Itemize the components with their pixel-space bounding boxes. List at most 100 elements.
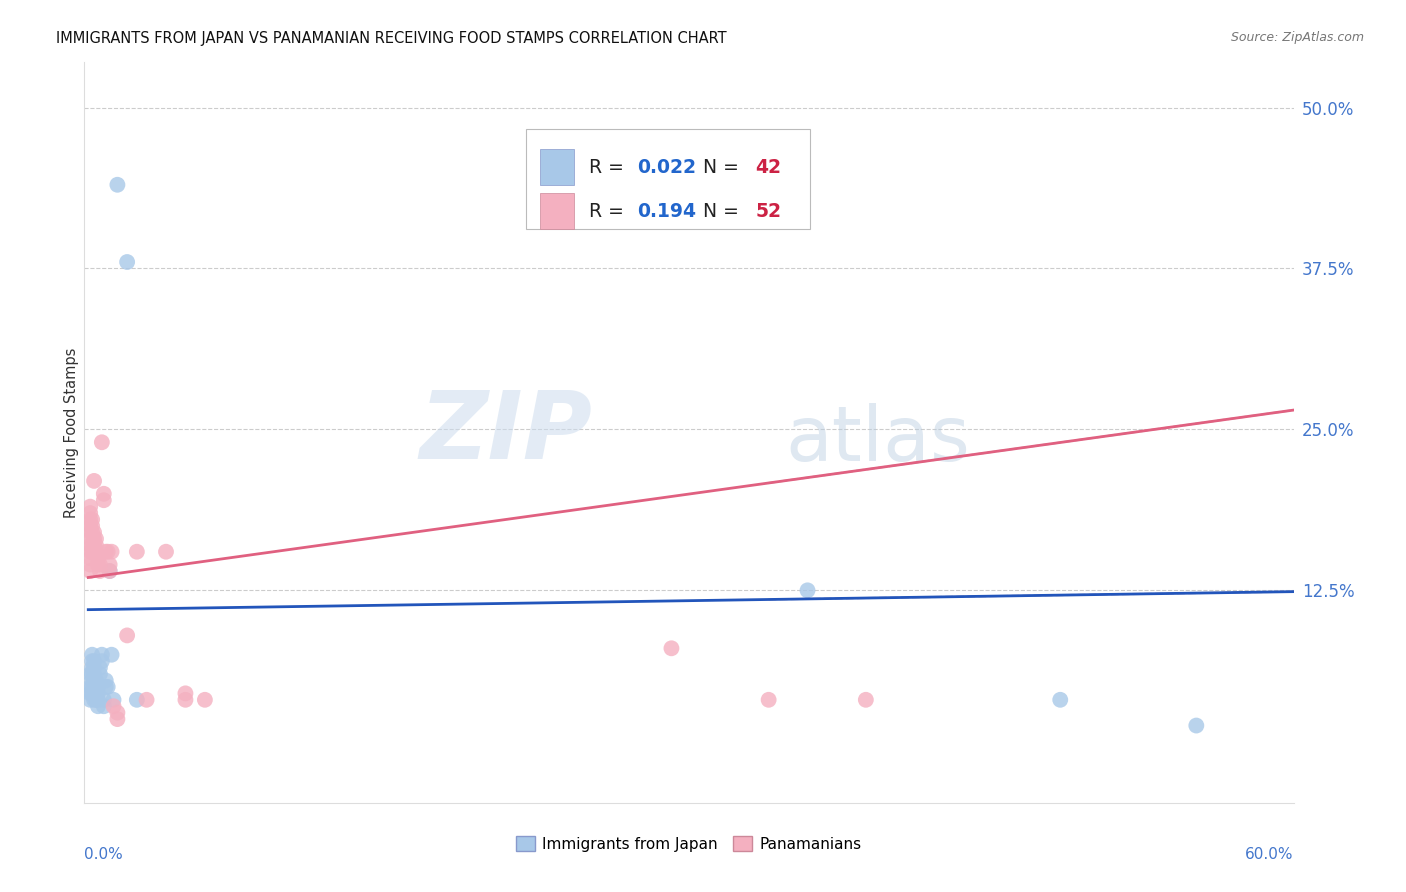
Text: R =: R = xyxy=(589,158,630,177)
Point xyxy=(83,693,105,707)
Point xyxy=(194,693,217,707)
Point xyxy=(79,532,101,546)
Point xyxy=(83,538,105,552)
Point xyxy=(174,686,197,700)
Point xyxy=(79,686,101,700)
Point xyxy=(82,660,104,674)
Point xyxy=(125,545,148,559)
Point xyxy=(89,558,111,572)
Point xyxy=(82,648,104,662)
Point xyxy=(79,538,101,552)
Point xyxy=(79,500,101,514)
Point xyxy=(79,519,101,533)
Point xyxy=(90,654,112,668)
Text: R =: R = xyxy=(589,202,630,220)
Point xyxy=(83,474,105,488)
Point xyxy=(98,558,121,572)
Point xyxy=(90,648,112,662)
Point xyxy=(89,667,111,681)
Point xyxy=(93,493,115,508)
Point xyxy=(103,699,125,714)
Text: Source: ZipAtlas.com: Source: ZipAtlas.com xyxy=(1230,31,1364,45)
Bar xyxy=(540,149,574,185)
FancyBboxPatch shape xyxy=(526,129,810,229)
Point xyxy=(83,525,105,540)
Point xyxy=(174,693,197,707)
Point xyxy=(94,673,117,688)
Point xyxy=(79,564,101,578)
Text: 0.194: 0.194 xyxy=(637,202,696,220)
Point xyxy=(79,693,101,707)
Point xyxy=(98,564,121,578)
Point xyxy=(100,545,122,559)
Point xyxy=(83,680,105,694)
Point xyxy=(87,686,110,700)
Text: N =: N = xyxy=(692,158,745,177)
Point xyxy=(82,654,104,668)
Point xyxy=(83,660,105,674)
Point xyxy=(84,680,107,694)
Point xyxy=(562,184,585,198)
Point xyxy=(82,525,104,540)
Point xyxy=(87,680,110,694)
Point xyxy=(83,654,105,668)
Point xyxy=(82,545,104,559)
Point xyxy=(82,673,104,688)
Text: 0.0%: 0.0% xyxy=(84,847,124,863)
Point xyxy=(79,551,101,566)
Point xyxy=(87,693,110,707)
Point xyxy=(82,512,104,526)
Point xyxy=(661,641,683,656)
Point xyxy=(89,564,111,578)
Point xyxy=(107,178,129,192)
Point xyxy=(82,686,104,700)
Y-axis label: Receiving Food Stamps: Receiving Food Stamps xyxy=(63,347,79,518)
Point xyxy=(93,487,115,501)
Point xyxy=(855,693,877,707)
Point xyxy=(125,693,148,707)
Point xyxy=(796,583,818,598)
Point xyxy=(84,673,107,688)
Point xyxy=(93,699,115,714)
Point xyxy=(135,693,157,707)
Text: 52: 52 xyxy=(755,202,782,220)
Point xyxy=(82,680,104,694)
Point xyxy=(87,551,110,566)
Point xyxy=(103,693,125,707)
Point xyxy=(79,506,101,520)
Text: ZIP: ZIP xyxy=(419,386,592,479)
Text: N =: N = xyxy=(692,202,745,220)
Point xyxy=(83,532,105,546)
Point xyxy=(90,435,112,450)
Point xyxy=(1049,693,1071,707)
Point xyxy=(155,545,177,559)
Point xyxy=(98,564,121,578)
Legend: Immigrants from Japan, Panamanians: Immigrants from Japan, Panamanians xyxy=(510,830,868,858)
Point xyxy=(115,255,138,269)
Text: 42: 42 xyxy=(755,158,782,177)
Point xyxy=(83,667,105,681)
Point xyxy=(1185,718,1208,732)
Point xyxy=(79,667,101,681)
Point xyxy=(87,699,110,714)
Point xyxy=(107,706,129,720)
Point xyxy=(82,519,104,533)
Point xyxy=(83,545,105,559)
Point xyxy=(93,693,115,707)
Point xyxy=(84,532,107,546)
Point xyxy=(107,712,129,726)
Point xyxy=(79,525,101,540)
Point xyxy=(94,545,117,559)
Point xyxy=(79,680,101,694)
Text: 60.0%: 60.0% xyxy=(1246,847,1294,863)
Point xyxy=(758,693,780,707)
Text: atlas: atlas xyxy=(786,403,970,477)
Text: IMMIGRANTS FROM JAPAN VS PANAMANIAN RECEIVING FOOD STAMPS CORRELATION CHART: IMMIGRANTS FROM JAPAN VS PANAMANIAN RECE… xyxy=(56,31,727,46)
Point xyxy=(79,545,101,559)
Point xyxy=(84,693,107,707)
Point xyxy=(84,538,107,552)
Point xyxy=(82,667,104,681)
Bar xyxy=(540,194,574,229)
Point xyxy=(82,538,104,552)
Point xyxy=(79,558,101,572)
